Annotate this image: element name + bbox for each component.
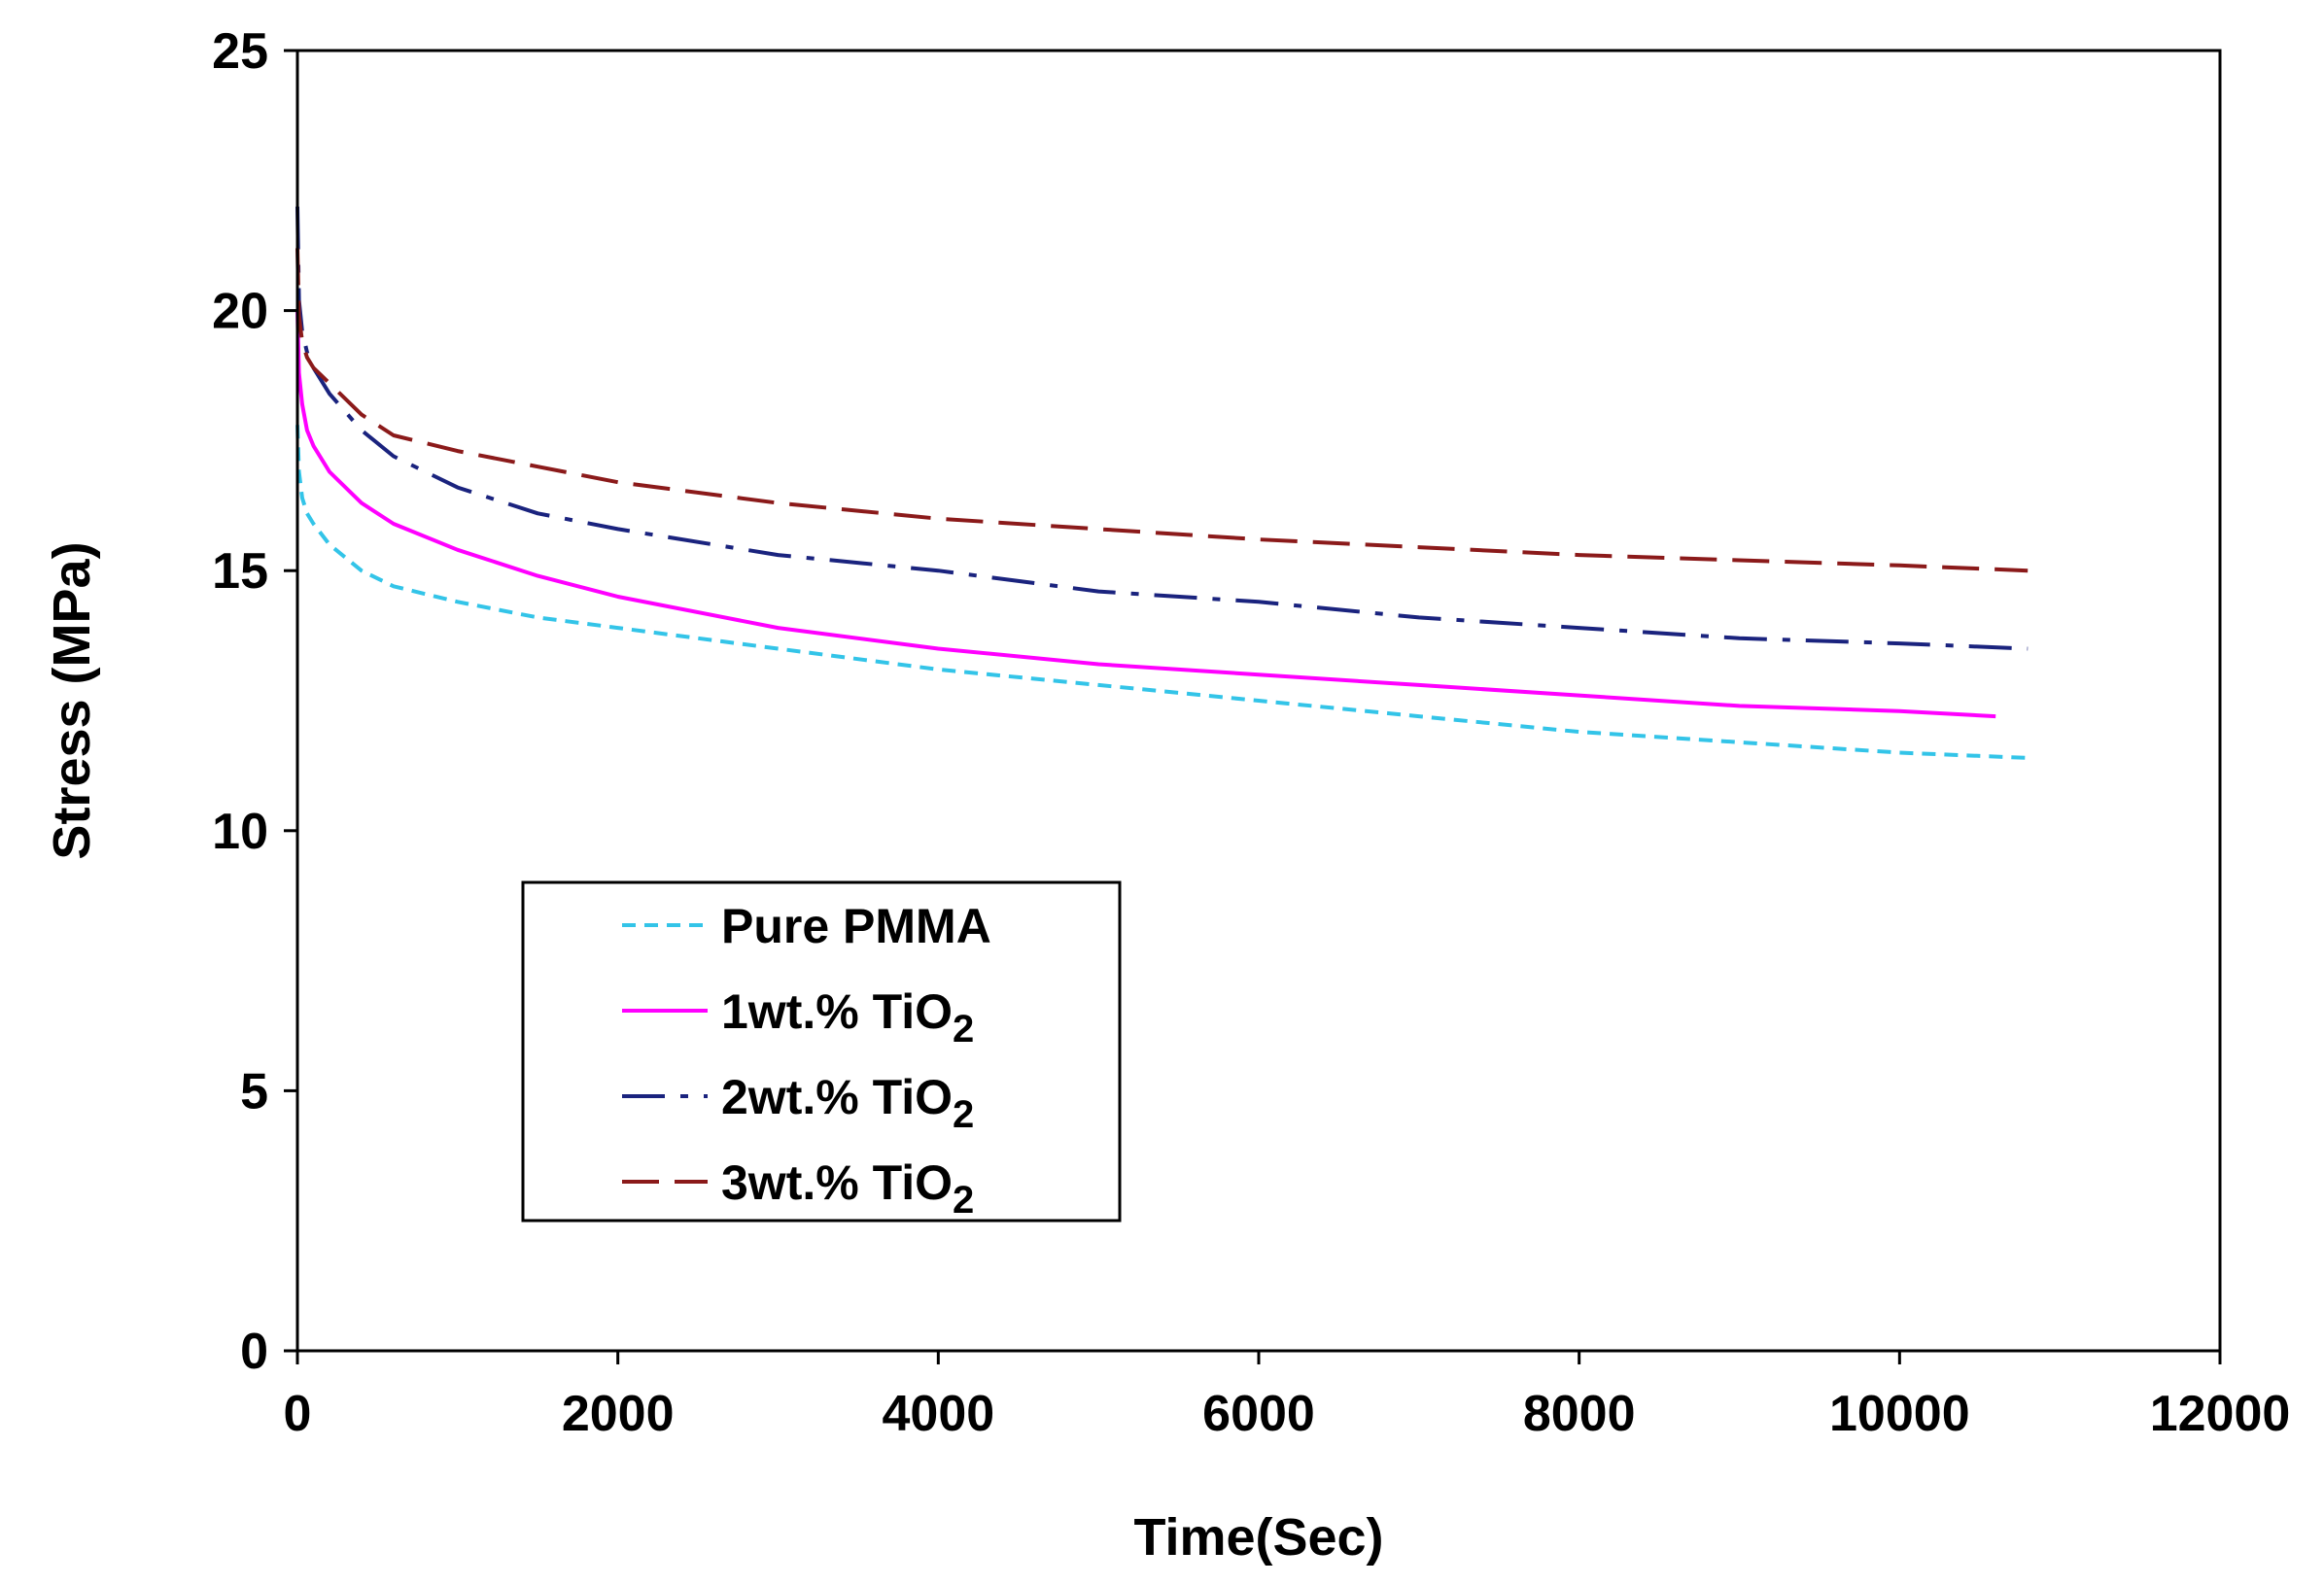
- x-tick-label: 2000: [562, 1386, 675, 1442]
- legend-label-2: 1wt.% TiO2: [721, 984, 974, 1051]
- series-line-4: [295, 248, 2029, 573]
- y-tick-label: 0: [240, 1324, 268, 1380]
- legend-box: [521, 880, 1122, 1223]
- plot-marks: [295, 206, 2029, 760]
- y-axis-title: Stress (MPa): [43, 541, 101, 859]
- legend: Pure PMMA 1wt.% TiO2 2wt.% TiO2 3wt.% TiO2: [521, 880, 1122, 1223]
- x-axis-title: Time(Sec): [1133, 1508, 1383, 1567]
- legend-label-3: 2wt.% TiO2: [721, 1070, 974, 1136]
- x-tick-label: 0: [284, 1386, 312, 1442]
- y-tick-label: 25: [212, 23, 268, 80]
- legend-label-4: 3wt.% TiO2: [721, 1155, 974, 1222]
- x-axis: 0 2000 4000 6000 8000 10000 12000: [284, 1351, 2291, 1442]
- y-tick-label: 5: [240, 1063, 268, 1120]
- legend-label-1: Pure PMMA: [721, 899, 991, 953]
- series-line-1: [295, 425, 2029, 760]
- y-axis: 0 5 10 15 20 25: [212, 23, 297, 1380]
- series-line-2: [295, 310, 1996, 719]
- x-tick-label: 8000: [1523, 1386, 1636, 1442]
- x-tick-label: 10000: [1829, 1386, 1970, 1442]
- y-tick-label: 10: [212, 804, 268, 860]
- y-tick-label: 20: [212, 284, 268, 340]
- x-tick-label: 6000: [1202, 1386, 1315, 1442]
- y-tick-label: 15: [212, 543, 268, 600]
- x-tick-label: 4000: [882, 1386, 994, 1442]
- x-tick-label: 12000: [2150, 1386, 2291, 1442]
